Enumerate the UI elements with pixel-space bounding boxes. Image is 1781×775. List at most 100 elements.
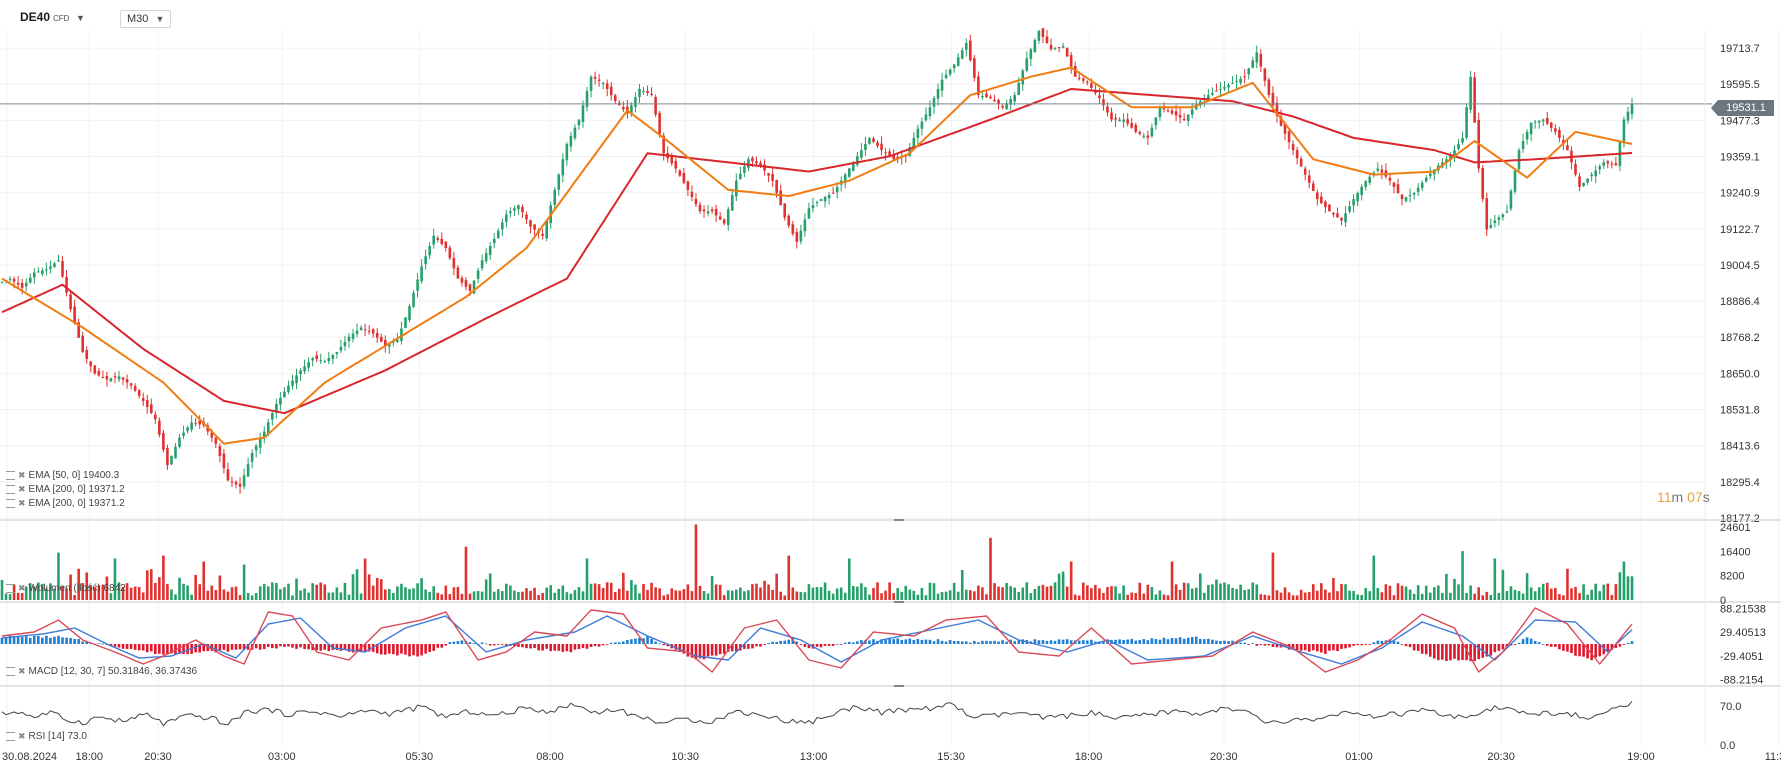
y-tick-label: 19004.5	[1720, 260, 1760, 272]
macd-histogram-bar	[985, 640, 988, 644]
volume-bar	[500, 591, 504, 600]
macd-histogram-bar	[137, 644, 141, 651]
macd-histogram-bar	[496, 644, 500, 645]
macd-histogram-bar	[730, 644, 734, 652]
volume-bar	[1255, 584, 1259, 600]
candle-body	[53, 263, 56, 267]
volume-bar	[8, 594, 12, 600]
legend-volume[interactable]: ✖ Wolumen (Ilość) 6842	[6, 583, 126, 594]
settings-icon[interactable]	[6, 484, 15, 494]
volume-bar	[1219, 583, 1222, 600]
candle-body	[823, 197, 827, 202]
candle-body	[238, 484, 242, 487]
legend-macd[interactable]: ✖ MACD [12, 30, 7] 50.31846, 36.37436	[6, 666, 197, 677]
candle-body	[513, 208, 516, 211]
volume-bar	[194, 574, 197, 600]
volume-bar	[202, 561, 206, 600]
macd-histogram-bar	[202, 644, 206, 652]
volume-bar	[593, 583, 597, 600]
legend-ema-200[interactable]: ✖ EMA [200, 0] 19371.2	[6, 484, 125, 495]
volume-bar	[609, 582, 613, 600]
legend-text: EMA [50, 0] 19400.3	[28, 470, 120, 481]
candle-body	[1190, 109, 1194, 115]
volume-bar	[799, 591, 803, 600]
x-tick-label: 08:00	[536, 751, 564, 763]
volume-bar	[807, 584, 811, 600]
x-tick-label: 18:00	[76, 751, 104, 763]
volume-bar	[678, 590, 682, 600]
candle-body	[1521, 140, 1525, 149]
volume-bar	[1215, 579, 1218, 600]
macd-histogram-bar	[706, 644, 710, 657]
macd-histogram-bar	[977, 642, 980, 644]
symbol-name[interactable]: DE40	[20, 10, 51, 24]
volume-bar	[1081, 582, 1085, 600]
settings-icon[interactable]	[6, 498, 15, 508]
close-icon[interactable]: ✖	[18, 470, 26, 480]
candle-body	[509, 211, 512, 213]
candle-body	[694, 198, 698, 205]
rsi-panel[interactable]	[1, 700, 1633, 727]
volume-bar	[940, 591, 944, 600]
close-icon[interactable]: ✖	[18, 484, 26, 494]
macd-histogram-bar	[339, 644, 343, 651]
volume-bar	[283, 587, 286, 600]
volume-bar	[1614, 584, 1618, 600]
legend-rsi[interactable]: ✖ RSI [14] 73.0	[6, 731, 87, 742]
candle-body	[1602, 162, 1606, 166]
macd-panel[interactable]	[0, 607, 1634, 673]
volume-bar	[1485, 591, 1489, 600]
candle-body	[827, 194, 831, 199]
settings-icon[interactable]	[6, 666, 15, 676]
volume-bar	[847, 558, 851, 600]
settings-icon[interactable]	[6, 731, 15, 741]
symbol-dropdown-icon[interactable]: ▼	[76, 13, 85, 23]
macd-histogram-bar	[1513, 644, 1517, 645]
macd-histogram-bar	[452, 641, 456, 644]
settings-icon[interactable]	[6, 583, 15, 593]
candle-body	[525, 214, 528, 220]
legend-ema-50[interactable]: ✖ EMA [50, 0] 19400.3	[6, 470, 119, 481]
volume-bar	[1356, 594, 1359, 600]
macd-histogram-bar	[613, 642, 617, 644]
candle-body	[1610, 163, 1614, 165]
macd-histogram-bar	[735, 644, 738, 652]
settings-icon[interactable]	[6, 470, 15, 480]
candle-body	[1303, 168, 1307, 175]
close-icon[interactable]: ✖	[18, 583, 26, 593]
volume-bar	[1090, 588, 1093, 600]
macd-histogram-bar	[1001, 640, 1004, 644]
volume-bar	[271, 582, 274, 600]
close-icon[interactable]: ✖	[18, 731, 26, 741]
macd-histogram-bar	[396, 644, 399, 656]
price-panel[interactable]	[0, 28, 1712, 494]
volume-bar	[960, 570, 964, 600]
close-icon[interactable]: ✖	[18, 498, 26, 508]
candle-body	[1021, 70, 1025, 85]
volume-bar	[226, 591, 230, 600]
volume-bar	[1166, 595, 1170, 600]
candle-body	[254, 445, 258, 451]
volume-bar	[416, 583, 419, 600]
candle-body	[327, 358, 331, 361]
candle-body	[1376, 168, 1380, 171]
volume-bar	[1247, 589, 1251, 600]
macd-histogram-bar	[343, 644, 347, 651]
candle-body	[101, 376, 105, 378]
macd-histogram-bar	[145, 644, 149, 653]
volume-bar	[291, 595, 294, 600]
macd-histogram-bar	[20, 637, 24, 644]
macd-histogram-bar	[315, 644, 319, 651]
timeframe-select[interactable]: M30 ▼	[120, 10, 172, 28]
candle-body	[964, 43, 968, 50]
macd-histogram-bar	[831, 644, 835, 646]
candle-body	[12, 278, 16, 282]
close-icon[interactable]: ✖	[18, 666, 26, 676]
legend-ema-200-2[interactable]: ✖ EMA [200, 0] 19371.2	[6, 498, 125, 509]
macd-histogram-bar	[944, 641, 948, 644]
volume-panel[interactable]	[0, 524, 1634, 600]
candle-body	[1360, 186, 1363, 195]
macd-histogram-bar	[880, 639, 883, 644]
